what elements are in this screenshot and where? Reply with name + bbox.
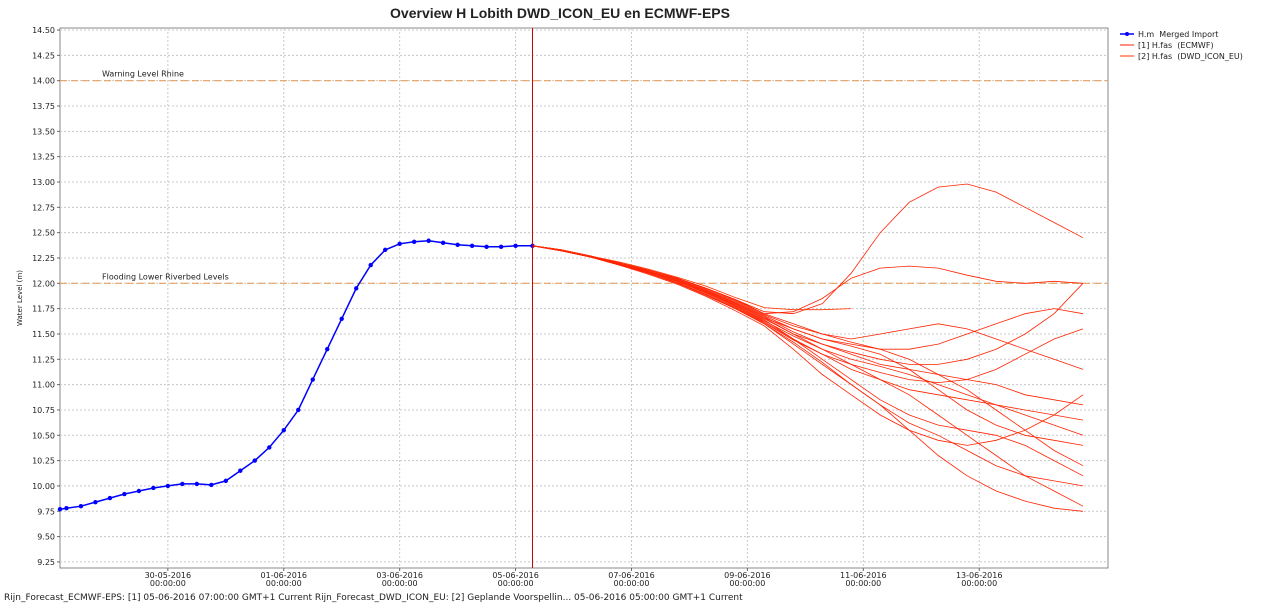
y-tick-label: 14.00: [32, 77, 55, 86]
threshold-label: Flooding Lower Riverbed Levels: [102, 272, 229, 281]
observed-point: [426, 238, 431, 243]
legend-label: H.m Merged Import: [1138, 30, 1218, 39]
legend-label: [2] H.fas (DWD_ICON_EU): [1138, 52, 1243, 61]
ensemble-line: [532, 245, 1084, 446]
x-tick-label: 05-06-2016 00:00:00: [492, 571, 539, 588]
observed-point: [469, 243, 475, 249]
x-tick-label: 01-06-2016 00:00:00: [261, 571, 308, 588]
y-tick-label: 9.75: [37, 507, 55, 516]
observed-point: [194, 481, 200, 487]
y-tick-label: 10.75: [32, 406, 55, 415]
observed-line: [59, 240, 533, 510]
observed-point: [57, 507, 63, 512]
ensemble-line: [532, 245, 852, 311]
y-tick-label: 13.00: [32, 178, 55, 187]
y-tick-label: 9.25: [37, 558, 55, 567]
y-tick-label: 12.75: [32, 203, 55, 212]
y-tick-label: 11.50: [32, 330, 55, 339]
observed-point: [411, 239, 417, 244]
y-tick-label: 13.50: [32, 127, 55, 136]
ensemble-line: [532, 245, 1084, 384]
chart-title: Overview H Lobith DWD_ICON_EU en ECMWF-E…: [390, 5, 730, 21]
y-tick-label: 11.25: [32, 355, 55, 364]
observed-point: [64, 506, 69, 511]
observed-point: [325, 346, 330, 352]
x-tick-label: 13-06-2016 00:00:00: [956, 571, 1003, 588]
observed-point: [440, 240, 446, 245]
observed-point: [238, 468, 243, 473]
x-tick-label: 11-06-2016 00:00:00: [840, 571, 887, 588]
observed-point: [267, 445, 272, 450]
x-tick-label: 30-05-2016 00:00:00: [145, 571, 192, 588]
y-tick-label: 10.50: [32, 431, 55, 440]
x-tick-label: 07-06-2016 00:00:00: [608, 571, 655, 588]
observed-point: [93, 499, 98, 505]
observed-point: [382, 247, 388, 253]
observed-point: [252, 458, 257, 463]
footer-status: Rijn_Forecast_ECMWF-EPS: [1] 05-06-2016 …: [4, 593, 743, 603]
observed-point: [165, 483, 171, 489]
threshold-label: Warning Level Rhine: [102, 70, 184, 79]
y-tick-label: 11.00: [32, 381, 55, 390]
observed-point: [339, 316, 344, 321]
observed-point: [455, 242, 460, 248]
observed-point: [397, 241, 402, 246]
observed-point: [209, 482, 214, 488]
y-axis-label: Water Level (m): [16, 270, 24, 326]
observed-point: [310, 377, 315, 382]
observed-point: [281, 428, 286, 433]
ensemble-line: [532, 245, 1084, 487]
observed-point: [484, 244, 489, 250]
x-tick-label: 09-06-2016 00:00:00: [724, 571, 771, 588]
observed-point: [223, 478, 229, 484]
observed-point: [498, 244, 504, 250]
y-tick-label: 12.50: [32, 229, 55, 238]
y-tick-label: 9.50: [37, 533, 55, 542]
observed-point: [136, 488, 142, 494]
legend-marker: [1125, 32, 1129, 36]
observed-point: [180, 481, 185, 487]
y-tick-label: 12.00: [32, 279, 55, 288]
observed-point: [151, 485, 156, 491]
observed-point: [368, 262, 373, 268]
y-tick-label: 13.25: [32, 153, 55, 162]
y-tick-label: 10.00: [32, 482, 55, 491]
y-tick-label: 13.75: [32, 102, 55, 111]
observed-point: [107, 495, 113, 501]
x-tick-label: 03-06-2016 00:00:00: [376, 571, 423, 588]
observed-point: [513, 243, 518, 249]
observed-point: [296, 407, 301, 413]
y-tick-label: 11.75: [32, 305, 55, 314]
y-tick-label: 14.25: [32, 51, 55, 60]
observed-point: [122, 491, 127, 497]
legend-label: [1] H.fas (ECMWF): [1138, 41, 1214, 50]
y-tick-label: 14.50: [32, 26, 55, 35]
observed-point: [354, 286, 359, 291]
y-tick-label: 12.25: [32, 254, 55, 263]
plot-area: [59, 27, 1109, 569]
y-tick-label: 10.25: [32, 457, 55, 466]
observed-point: [78, 503, 84, 509]
